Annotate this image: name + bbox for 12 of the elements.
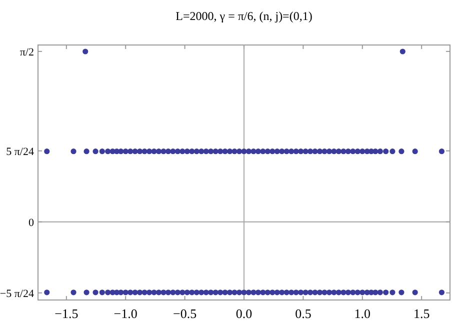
x-tick-label: −0.5	[173, 306, 197, 321]
y-tick-label: 5 π/24	[6, 146, 34, 158]
chart-title: L=2000, γ = π/6, (n, j)=(0,1)	[176, 9, 312, 23]
x-tick-label: −1.0	[114, 306, 138, 321]
y-tick-label: −5 π/24	[0, 288, 34, 300]
x-tick-label: −1.5	[54, 306, 78, 321]
x-tick-label: 0.5	[295, 306, 312, 321]
y-tick-label: 0	[28, 216, 34, 229]
x-tick-label: 1.5	[413, 306, 430, 321]
y-tick-label: π/2	[20, 46, 34, 58]
x-tick-label: 1.0	[354, 306, 371, 321]
x-tick-label: 0.0	[236, 306, 252, 321]
